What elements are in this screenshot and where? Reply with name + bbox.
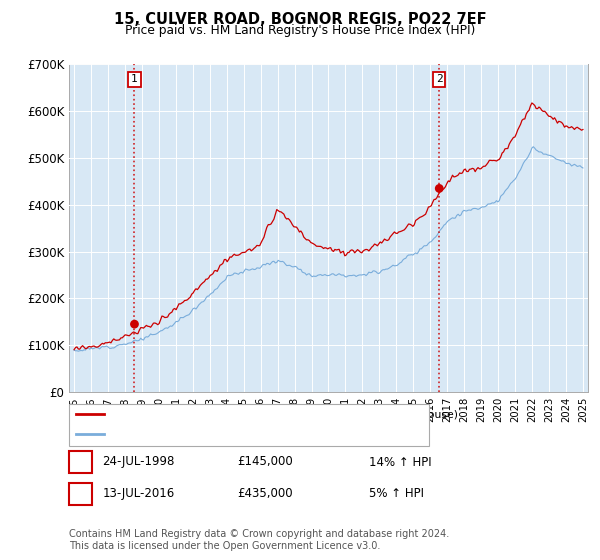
Text: £145,000: £145,000 [237,455,293,469]
Text: HPI: Average price, detached house, Arun: HPI: Average price, detached house, Arun [108,429,336,439]
Text: 2: 2 [436,74,443,85]
Text: Contains HM Land Registry data © Crown copyright and database right 2024.
This d: Contains HM Land Registry data © Crown c… [69,529,449,551]
Text: 1: 1 [77,455,84,469]
Point [130,320,139,329]
Text: 14% ↑ HPI: 14% ↑ HPI [369,455,431,469]
Text: 15, CULVER ROAD, BOGNOR REGIS, PO22 7EF (detached house): 15, CULVER ROAD, BOGNOR REGIS, PO22 7EF … [108,409,458,419]
Text: Price paid vs. HM Land Registry's House Price Index (HPI): Price paid vs. HM Land Registry's House … [125,24,475,37]
Text: 1: 1 [131,74,138,85]
Point [434,184,444,193]
Text: £435,000: £435,000 [237,487,293,501]
Text: 13-JUL-2016: 13-JUL-2016 [103,487,175,501]
Text: 5% ↑ HPI: 5% ↑ HPI [369,487,424,501]
Text: 2: 2 [77,487,84,501]
Text: 24-JUL-1998: 24-JUL-1998 [103,455,175,469]
Text: 15, CULVER ROAD, BOGNOR REGIS, PO22 7EF: 15, CULVER ROAD, BOGNOR REGIS, PO22 7EF [113,12,487,27]
